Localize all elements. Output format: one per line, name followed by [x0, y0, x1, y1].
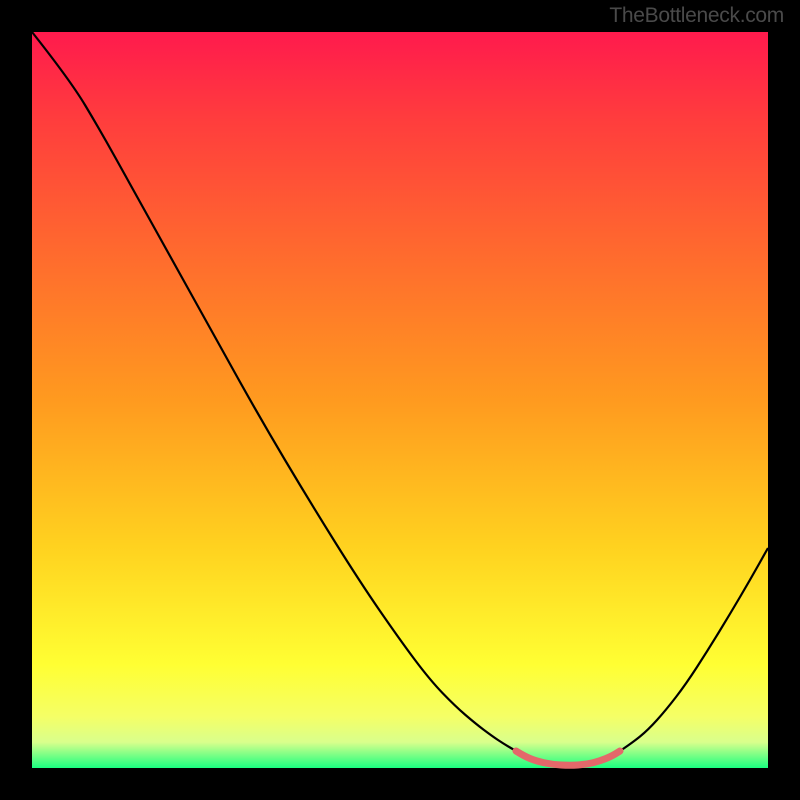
curve-bottom-highlight [516, 751, 620, 765]
curve-left [32, 32, 516, 751]
curve-right [620, 548, 768, 751]
watermark-text: TheBottleneck.com [609, 4, 784, 28]
bottleneck-curve [0, 0, 800, 800]
